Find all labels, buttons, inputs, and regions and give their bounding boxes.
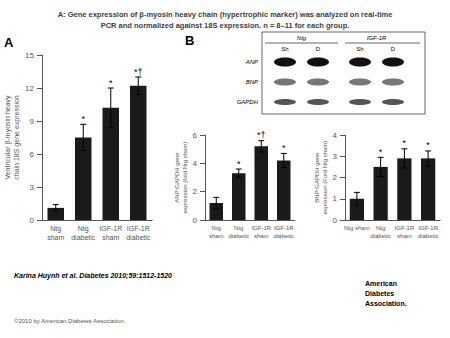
svg-text:15: 15	[25, 51, 34, 60]
svg-text:diabetic: diabetic	[71, 234, 96, 241]
svg-text:B: B	[185, 33, 194, 48]
svg-text:BNP: BNP	[246, 79, 258, 85]
svg-text:IGF-1R: IGF-1R	[127, 225, 150, 232]
svg-text:6: 6	[30, 150, 35, 159]
svg-text:expression (fold Ntg sham): expression (fold Ntg sham)	[182, 142, 188, 214]
svg-text:sham: sham	[47, 234, 64, 241]
svg-text:ANP: ANP	[245, 59, 258, 65]
svg-text:GAPDH: GAPDH	[237, 99, 259, 105]
svg-text:IGF-1R: IGF-1R	[251, 225, 271, 231]
svg-text:Ntg sham: Ntg sham	[344, 225, 370, 231]
svg-text:Ntg: Ntg	[212, 225, 221, 231]
svg-text:A: Gene expression of β-myosin: A: Gene expression of β-myosin heavy cha…	[58, 10, 393, 19]
svg-text:Ntg: Ntg	[376, 225, 385, 231]
svg-text:*: *	[403, 138, 407, 148]
svg-text:4: 4	[333, 131, 338, 140]
svg-text:chain:18S gene expression: chain:18S gene expression	[13, 95, 21, 180]
svg-text:9: 9	[30, 117, 35, 126]
svg-text:IGF-1R: IGF-1R	[367, 35, 387, 41]
svg-text:Ntg: Ntg	[234, 225, 243, 231]
svg-text:*†: *†	[257, 130, 266, 140]
svg-text:diabetic: diabetic	[126, 234, 151, 241]
svg-text:©2010 by American Diabetes Ass: ©2010 by American Diabetes Association.	[14, 318, 126, 324]
svg-text:D: D	[391, 46, 396, 52]
svg-text:A: A	[4, 35, 14, 50]
svg-text:Diabetes: Diabetes	[365, 290, 394, 297]
svg-text:3: 3	[333, 152, 338, 161]
svg-text:*†: *†	[134, 67, 143, 77]
svg-text:2: 2	[333, 173, 338, 182]
svg-text:2: 2	[193, 187, 198, 196]
svg-text:Ntg: Ntg	[78, 225, 89, 233]
svg-text:*: *	[426, 140, 430, 150]
svg-text:6: 6	[193, 131, 198, 140]
svg-text:12: 12	[25, 84, 34, 93]
svg-text:0: 0	[30, 216, 35, 225]
svg-text:expression (Fold Ntg sham): expression (Fold Ntg sham)	[322, 141, 328, 215]
svg-text:sham: sham	[102, 234, 119, 241]
svg-text:PCR and normalized against 18S: PCR and normalized against 18S expressio…	[101, 21, 350, 30]
svg-text:diabetic: diabetic	[418, 233, 439, 239]
svg-text:Ventricular β-myosin heavy: Ventricular β-myosin heavy	[4, 95, 12, 180]
svg-text:Ntg: Ntg	[50, 225, 61, 233]
svg-text:Sh: Sh	[281, 46, 288, 52]
svg-text:*: *	[81, 114, 85, 124]
svg-text:American: American	[365, 280, 397, 287]
svg-text:*: *	[379, 147, 383, 157]
svg-text:Sh: Sh	[356, 46, 363, 52]
svg-text:0: 0	[333, 216, 338, 225]
svg-text:Ntg: Ntg	[297, 35, 307, 41]
svg-text:Association.: Association.	[365, 300, 407, 307]
svg-text:*: *	[282, 143, 286, 153]
svg-text:diabetic: diabetic	[228, 233, 249, 239]
svg-text:IGF-1R: IGF-1R	[99, 225, 122, 232]
svg-text:IGF-1R: IGF-1R	[418, 225, 438, 231]
svg-text:4: 4	[193, 159, 198, 168]
svg-text:D: D	[316, 46, 321, 52]
svg-text:diabetic: diabetic	[273, 233, 294, 239]
svg-text:sham: sham	[397, 233, 412, 239]
svg-text:*: *	[109, 78, 113, 88]
svg-text:0: 0	[193, 216, 198, 225]
svg-text:sham: sham	[254, 233, 269, 239]
svg-text:IGF-1R: IGF-1R	[395, 225, 415, 231]
svg-text:sham: sham	[209, 233, 224, 239]
svg-text:*: *	[237, 159, 241, 169]
svg-text:3: 3	[30, 183, 35, 192]
svg-text:1: 1	[333, 194, 338, 203]
svg-text:IGF-1R: IGF-1R	[274, 225, 294, 231]
svg-text:diabetic: diabetic	[370, 233, 391, 239]
svg-text:BNP:GAPDH gene: BNP:GAPDH gene	[314, 152, 320, 203]
svg-text:ANP:GAPDH gene: ANP:GAPDH gene	[174, 152, 180, 203]
svg-text:Karina Huynh et al. Diabetes 2: Karina Huynh et al. Diabetes 2010;59:151…	[14, 272, 172, 280]
